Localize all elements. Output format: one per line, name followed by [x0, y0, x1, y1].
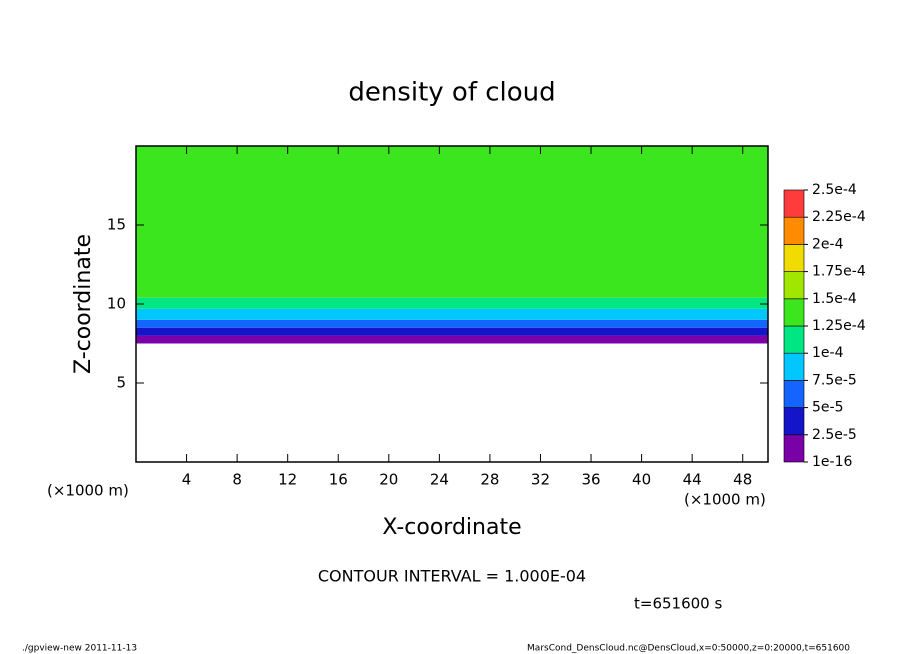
- x-tick-label: 12: [278, 471, 297, 489]
- x-tick-label: 4: [182, 471, 192, 489]
- footer: MarsCond_DensCloud.nc@DensCloud,x=0:5000…: [527, 644, 850, 654]
- colorbar-label: 1.75e-4: [812, 264, 866, 280]
- footer: ./gpview-new 2011-11-13: [22, 644, 137, 654]
- colorbar-label: 1.25e-4: [812, 318, 866, 334]
- colorbar-label: 7.5e-5: [812, 372, 857, 388]
- colorbar-label: 1.5e-4: [812, 291, 857, 307]
- y-tick-label: 10: [107, 295, 126, 313]
- colorbar-swatch: [783, 380, 805, 408]
- colorbar-swatch: [783, 271, 805, 300]
- x-tick-label: 48: [733, 471, 752, 489]
- field-band: [136, 308, 768, 320]
- colorbar-swatch: [783, 244, 805, 272]
- y-tick-label: 5: [116, 374, 126, 392]
- colorbar-swatch: [783, 325, 805, 354]
- x-unit: (×1000 m): [47, 482, 129, 500]
- field-band: [136, 146, 768, 298]
- x-tick-label: 28: [480, 471, 499, 489]
- annotation: CONTOUR INTERVAL = 1.000E-04: [318, 567, 586, 586]
- colorbar-label: 2.5e-4: [812, 182, 857, 198]
- x-tick-label: 32: [531, 471, 550, 489]
- x-tick-label: 36: [581, 471, 600, 489]
- x-tick-label: 24: [430, 471, 449, 489]
- colorbar-swatch: [783, 298, 805, 327]
- colorbar-label: 2.25e-4: [812, 209, 866, 225]
- x-tick-label: 20: [379, 471, 398, 489]
- colorbar-label: 1e-4: [812, 345, 844, 361]
- field-band: [136, 327, 768, 336]
- field-band: [136, 319, 768, 328]
- colorbar-swatch: [783, 216, 805, 245]
- colorbar-label: 1e-16: [812, 454, 852, 470]
- field-band: [136, 335, 768, 344]
- colorbar-label: 2.5e-5: [812, 427, 857, 443]
- x-tick-label: 16: [329, 471, 348, 489]
- colorbar-swatch: [783, 407, 805, 436]
- chart-title: density of cloud: [348, 78, 555, 108]
- x-tick-label: 8: [232, 471, 242, 489]
- x-tick-label: 44: [683, 471, 702, 489]
- colorbar-label: 2e-4: [812, 236, 844, 252]
- colorbar-swatch: [783, 434, 805, 463]
- x-axis-label: X-coordinate: [382, 515, 521, 540]
- x-unit: (×1000 m): [684, 491, 766, 509]
- time-label: t=651600 s: [634, 595, 722, 613]
- y-axis-label: Z-coordinate: [71, 234, 96, 374]
- colorbar-swatch: [783, 352, 805, 381]
- colorbar-swatch: [783, 189, 805, 218]
- colorbar-label: 5e-5: [812, 400, 843, 416]
- y-tick-label: 15: [107, 216, 126, 234]
- x-tick-label: 40: [632, 471, 651, 489]
- field-band: [136, 297, 768, 309]
